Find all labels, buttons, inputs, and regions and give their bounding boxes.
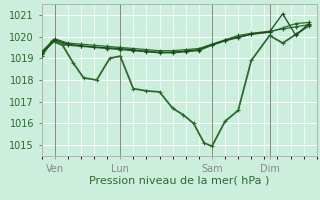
X-axis label: Pression niveau de la mer( hPa ): Pression niveau de la mer( hPa ) [89, 175, 269, 185]
